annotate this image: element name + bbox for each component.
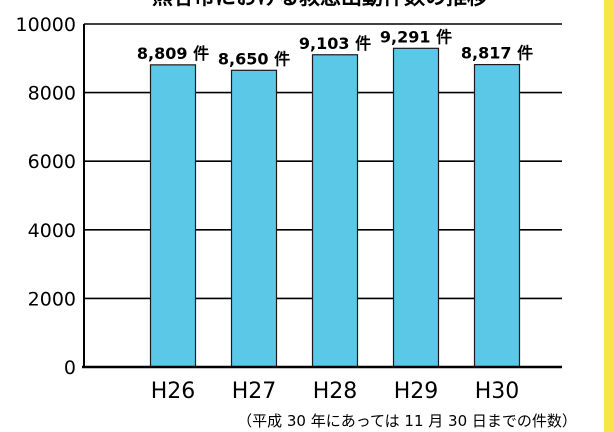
data-label-H26: 8,809 件 <box>137 44 209 63</box>
bars <box>149 47 521 368</box>
labels: 0 2000 4000 6000 8000 10000 8,809 件 H26 8,650 件 H… <box>16 14 534 404</box>
y-tick-label: 2000 <box>28 288 76 310</box>
x-tick-label-H28: H28 <box>313 379 358 404</box>
axes <box>82 24 562 369</box>
x-tick-label-H26: H26 <box>151 379 196 404</box>
x-tick-label-H30: H30 <box>475 379 520 404</box>
data-label-H30: 8,817 件 <box>461 44 533 63</box>
data-label-H29: 9,291 件 <box>380 27 452 46</box>
y-tick-label: 6000 <box>28 151 76 173</box>
data-label-H27: 8,650 件 <box>218 49 290 68</box>
bar-H29 <box>392 47 440 368</box>
y-tick-label: 4000 <box>28 220 76 242</box>
y-tick-label: 0 <box>64 357 76 379</box>
bar-H26 <box>149 64 197 368</box>
bar-H30 <box>473 63 521 368</box>
accent-stripe <box>604 0 614 432</box>
chart-note: （平成 30 年にあっては 11 月 30 日までの件数） <box>237 412 577 430</box>
chart-title: 熊谷市における救急出動件数の推移 <box>152 0 488 9</box>
bar-H27 <box>230 69 278 368</box>
data-label-H28: 9,103 件 <box>299 34 371 53</box>
y-tick-label: 10000 <box>16 14 76 36</box>
x-tick-label-H27: H27 <box>232 379 277 404</box>
y-tick-label: 8000 <box>28 83 76 105</box>
bar-H28 <box>311 54 359 368</box>
x-tick-label-H29: H29 <box>394 379 439 404</box>
